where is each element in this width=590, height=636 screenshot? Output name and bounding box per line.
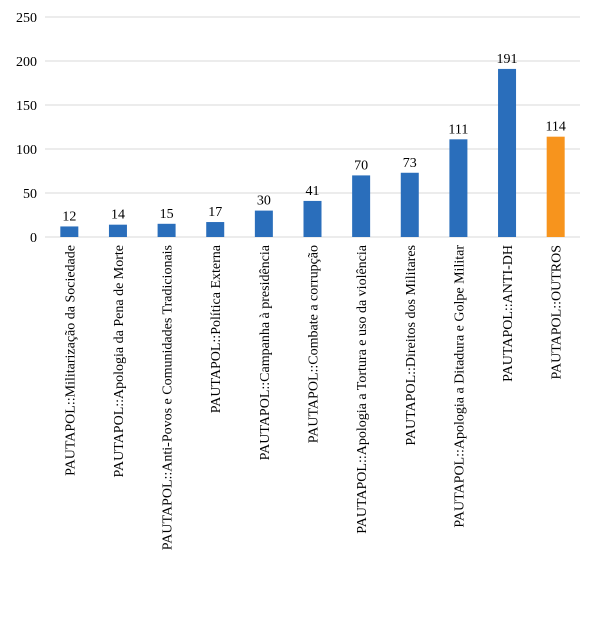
data-label: 70 — [354, 158, 368, 173]
data-label: 111 — [448, 122, 468, 137]
data-label: 191 — [497, 52, 518, 67]
bar — [254, 210, 273, 237]
data-label: 114 — [545, 120, 565, 135]
x-tick-label: PAUTAPOL::Política Externa — [209, 244, 224, 413]
y-tick-label: 50 — [23, 187, 37, 202]
bar — [60, 226, 79, 237]
y-tick-label: 0 — [30, 231, 37, 246]
bar — [206, 222, 225, 237]
data-label: 12 — [62, 209, 76, 224]
bar — [400, 172, 419, 237]
bar — [449, 139, 468, 237]
x-tick-label: PAUTAPOL::Campanha à presidência — [258, 244, 273, 460]
data-label: 30 — [257, 194, 271, 209]
bar — [546, 136, 565, 237]
data-label: 15 — [160, 207, 174, 222]
x-tick-label: PAUTAPOL::Apologia a Tortura e uso da vi… — [355, 244, 370, 534]
data-label: 73 — [403, 156, 417, 171]
x-tick-label: PAUTAPOL::Militarização da Sociedade — [63, 245, 78, 476]
x-tick-label: PAUTAPOL::Direitos dos Militares — [404, 245, 419, 446]
bar — [498, 68, 517, 237]
y-tick-label: 150 — [16, 99, 37, 114]
bar — [352, 175, 371, 237]
x-tick-label: PAUTAPOL::Anti-Povos e Comunidades Tradi… — [161, 245, 176, 550]
x-tick-label: PAUTAPOL::OUTROS — [550, 245, 565, 380]
data-label: 17 — [208, 205, 222, 220]
bar — [108, 224, 127, 237]
bar — [303, 200, 322, 237]
x-tick-label: PAUTAPOL::Combate a corrupção — [307, 245, 322, 443]
x-tick-label: PAUTAPOL::Apologia da Pena de Morte — [112, 245, 127, 477]
x-tick-label: PAUTAPOL::ANTI-DH — [501, 245, 516, 382]
data-label: 41 — [306, 184, 320, 199]
y-tick-label: 250 — [16, 11, 37, 26]
data-label: 14 — [111, 208, 125, 223]
y-tick-label: 200 — [16, 55, 37, 70]
x-tick-label: PAUTAPOL::Apologia a Ditadura e Golpe Mi… — [452, 245, 467, 528]
bar — [157, 223, 176, 237]
y-tick-label: 100 — [16, 143, 37, 158]
